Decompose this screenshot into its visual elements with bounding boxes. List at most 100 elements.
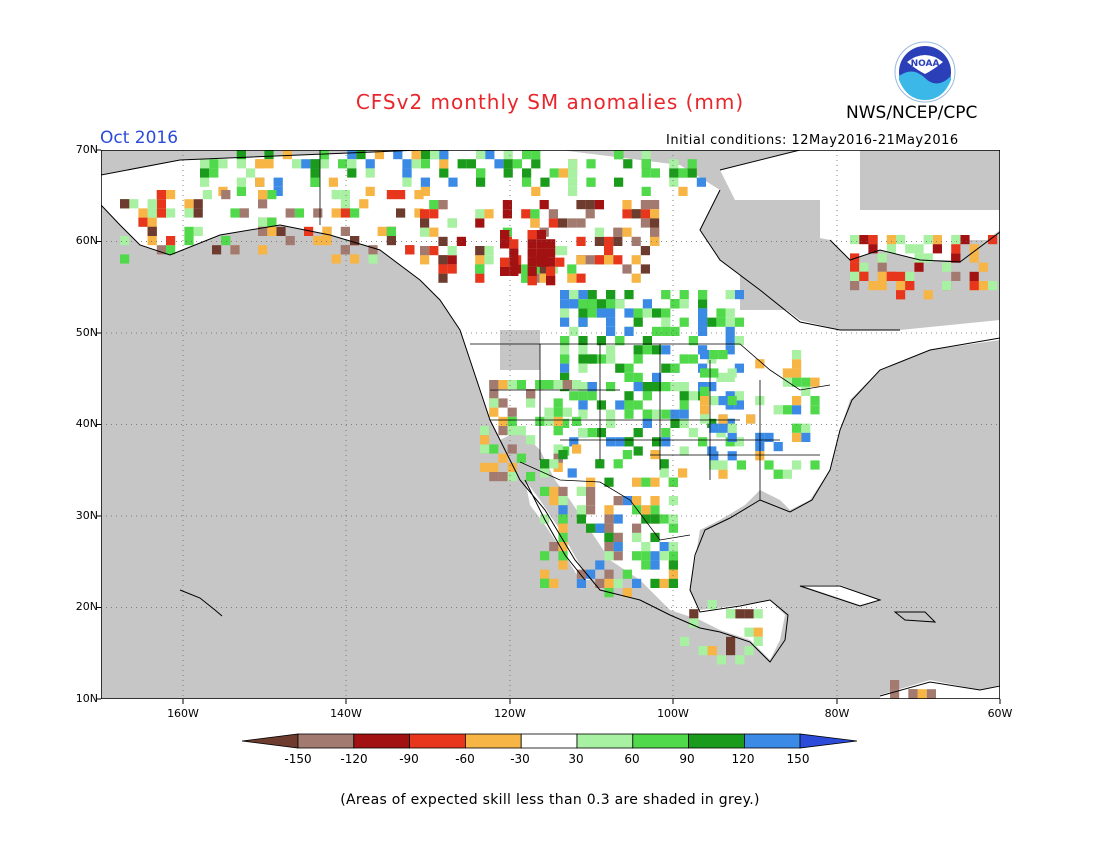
anomaly-cell [886, 271, 896, 281]
anomaly-cell [679, 290, 689, 300]
anomaly-cell [386, 190, 396, 200]
anomaly-cell [292, 159, 302, 169]
anomaly-cell [632, 496, 642, 506]
anomaly-cell [475, 273, 485, 283]
anomaly-cell [549, 486, 559, 496]
anomaly-cell [258, 190, 268, 200]
anomaly-cell [310, 159, 320, 169]
anomaly-cell [586, 486, 596, 496]
anomaly-cell [596, 336, 606, 346]
anomaly-cell [503, 150, 513, 160]
anomaly-cell [267, 190, 277, 200]
anomaly-cell [476, 168, 486, 178]
anomaly-cell [850, 262, 860, 272]
anomaly-cell [420, 159, 430, 169]
anomaly-cell [258, 217, 268, 227]
anomaly-cell [650, 560, 660, 570]
anomaly-cell [475, 255, 485, 265]
anomaly-cell [558, 496, 568, 506]
anomaly-cell [374, 150, 384, 160]
anomaly-cell [522, 177, 532, 187]
anomaly-cell [633, 308, 643, 318]
anomaly-cell [642, 299, 652, 309]
anomaly-cell [285, 208, 295, 218]
anomaly-cell [725, 317, 735, 327]
anomaly-cell [792, 423, 802, 433]
anomaly-cell [576, 200, 586, 210]
anomaly-cell [604, 551, 614, 561]
anomaly-cell [429, 246, 439, 256]
anomaly-cell [438, 255, 448, 265]
anomaly-cell [718, 414, 728, 424]
anomaly-cell [727, 432, 737, 442]
anomaly-cell [613, 532, 623, 542]
anomaly-cell [679, 382, 689, 392]
anomaly-cell [572, 444, 582, 454]
anomaly-cell [447, 264, 457, 274]
anomaly-cell [536, 248, 546, 258]
anomaly-cell [558, 560, 568, 570]
anomaly-cell [942, 262, 952, 272]
colorbar-label: -120 [340, 752, 368, 766]
colorbar-box [464, 733, 522, 749]
anomaly-cells [120, 150, 998, 699]
anomaly-cell [484, 255, 494, 265]
anomaly-cell [365, 159, 375, 169]
anomaly-cell [147, 217, 157, 227]
anomaly-cell [480, 426, 490, 436]
anomaly-cell [531, 150, 541, 160]
anomaly-cell [498, 398, 508, 408]
anomaly-cell [555, 257, 565, 267]
anomaly-cell [572, 380, 582, 390]
colorbar-label: 90 [679, 752, 695, 766]
anomaly-cell [558, 542, 568, 552]
anomaly-cell [641, 551, 651, 561]
anomaly-cell [340, 199, 350, 209]
anomaly-cell [716, 308, 726, 318]
anomaly-cell [507, 472, 517, 482]
anomaly-cell [553, 444, 563, 454]
anomaly-cell [746, 414, 756, 424]
anomaly-cell [596, 299, 606, 309]
anomaly-cell [438, 200, 448, 210]
anomaly-cell [734, 317, 744, 327]
anomaly-cell [166, 208, 176, 218]
anomaly-cell [544, 407, 554, 417]
anomaly-cell [429, 200, 439, 210]
noaa-logo-icon: NOAA [894, 41, 956, 103]
anomaly-cell [709, 451, 719, 461]
anomaly-cell [640, 209, 650, 219]
anomaly-cell [650, 227, 660, 237]
lon-label-140w: 140W [330, 707, 362, 720]
anomaly-cell [810, 405, 820, 415]
anomaly-cell [411, 159, 421, 169]
anomaly-cell [578, 345, 588, 355]
anomaly-cell [476, 150, 486, 160]
anomaly-cell [430, 150, 440, 160]
anomaly-cell [475, 209, 485, 219]
anomaly-cell [615, 363, 625, 373]
anomaly-cell [604, 246, 614, 256]
anomaly-cell [659, 468, 669, 478]
anomaly-cell [753, 636, 763, 646]
anomaly-cell [457, 159, 467, 169]
anomaly-cell [810, 377, 820, 387]
anomaly-cell [147, 208, 157, 218]
anomaly-cell [688, 391, 698, 401]
lon-label-80w: 80W [824, 707, 850, 720]
anomaly-cell [735, 609, 745, 619]
anomaly-cell [560, 299, 570, 309]
anomaly-cell [716, 655, 726, 665]
anomaly-cell [951, 271, 961, 281]
anomaly-cell [670, 299, 680, 309]
anomaly-cell [650, 168, 660, 178]
anomaly-cell [606, 354, 616, 364]
anomaly-cell [942, 281, 952, 291]
anomaly-cell [480, 435, 490, 445]
anomaly-cell [624, 400, 634, 410]
anomaly-cell [527, 276, 537, 286]
anomaly-cell [420, 227, 430, 237]
anomaly-cell [439, 159, 449, 169]
anomaly-cell [264, 150, 274, 160]
anomaly-cell [604, 236, 614, 246]
